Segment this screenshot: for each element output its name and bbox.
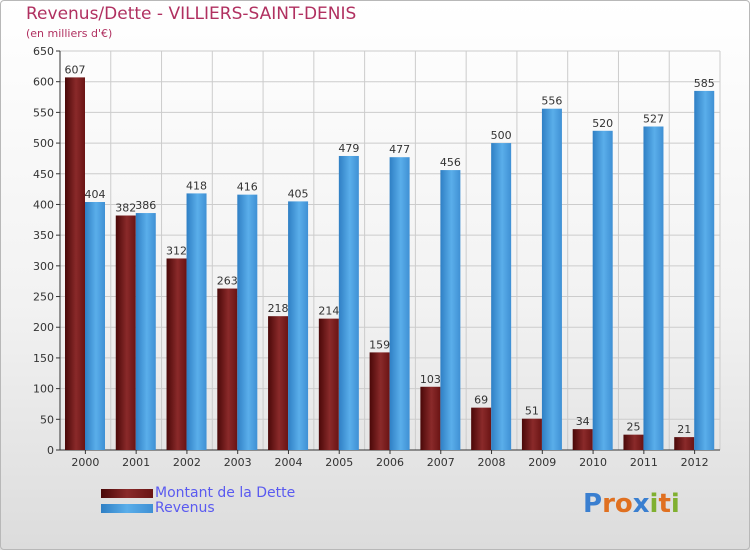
y-tick-label: 300 [33, 260, 54, 273]
data-label-debt: 214 [318, 305, 339, 318]
y-tick-label: 150 [33, 352, 54, 365]
bar-revenue [491, 143, 512, 451]
x-tick-label: 2006 [376, 456, 404, 469]
y-tick-label: 200 [33, 321, 54, 334]
bar-debt [166, 258, 187, 450]
x-tick-label: 2009 [528, 456, 556, 469]
data-label-debt: 263 [217, 275, 238, 288]
bar-revenue [135, 213, 156, 450]
bar-revenue [338, 155, 359, 450]
x-tick-label: 2004 [274, 456, 302, 469]
bar-debt [115, 215, 136, 450]
logo-letter: r [602, 489, 615, 519]
legend-swatch-revenue [101, 504, 153, 513]
logo-letter: i [649, 489, 659, 519]
x-tick-label: 2005 [325, 456, 353, 469]
data-label-debt: 382 [115, 202, 136, 215]
data-label-debt: 25 [626, 421, 640, 434]
x-tick-label: 2007 [427, 456, 455, 469]
bar-revenue [592, 130, 613, 451]
bar-revenue [85, 202, 105, 450]
bar-revenue [440, 170, 461, 450]
y-tick-label: 550 [33, 106, 54, 119]
bar-revenue [694, 90, 715, 451]
bar-debt [471, 407, 492, 450]
data-label-debt: 159 [369, 338, 390, 351]
bar-revenue [643, 126, 664, 450]
y-tick-label: 50 [40, 413, 54, 426]
bar-debt [623, 434, 644, 450]
data-label-revenue: 416 [237, 181, 258, 194]
data-label-debt: 34 [576, 415, 590, 428]
data-label-debt: 607 [65, 63, 86, 76]
bar-revenue [237, 194, 258, 450]
data-label-debt: 51 [525, 405, 539, 418]
logo-letter: o [614, 489, 633, 519]
data-label-revenue: 404 [85, 188, 106, 201]
bar-debt [521, 418, 542, 450]
y-tick-label: 500 [33, 137, 54, 150]
bar-revenue [541, 108, 562, 450]
data-label-revenue: 405 [288, 187, 309, 200]
data-label-revenue: 556 [541, 95, 562, 108]
bar-revenue [288, 201, 309, 450]
bar-debt [318, 318, 339, 450]
logo-letter: i [670, 489, 680, 519]
data-label-debt: 21 [677, 423, 691, 436]
legend-swatch-debt [101, 489, 153, 498]
bar-revenue [389, 157, 410, 451]
data-label-revenue: 477 [389, 143, 410, 156]
chart-subtitle: (en milliers d'€) [26, 27, 113, 40]
legend-label-revenue: Revenus [155, 500, 215, 516]
bar-debt [65, 77, 85, 450]
x-tick-label: 2000 [71, 456, 99, 469]
x-tick-label: 2003 [224, 456, 252, 469]
bar-debt [268, 316, 289, 450]
x-tick-label: 2010 [579, 456, 607, 469]
y-tick-label: 350 [33, 229, 54, 242]
data-label-debt: 103 [420, 373, 441, 386]
bar-debt [369, 352, 390, 450]
data-label-revenue: 418 [186, 179, 207, 192]
chart-title: Revenus/Dette - VILLIERS-SAINT-DENIS [26, 4, 357, 24]
y-tick-label: 650 [33, 45, 54, 58]
data-label-revenue: 456 [440, 156, 461, 169]
bar-debt [217, 288, 238, 450]
bar-debt [420, 386, 441, 450]
x-tick-label: 2008 [478, 456, 506, 469]
logo-letter: P [583, 489, 603, 519]
data-label-debt: 218 [268, 302, 289, 315]
data-label-debt: 312 [166, 244, 187, 257]
legend-label-debt: Montant de la Dette [155, 485, 296, 501]
data-label-revenue: 386 [135, 199, 156, 212]
bar-debt [674, 437, 695, 450]
logo-letter: x [632, 489, 650, 519]
data-label-revenue: 479 [338, 142, 359, 155]
data-label-revenue: 527 [643, 113, 664, 126]
y-tick-label: 600 [33, 76, 54, 89]
y-tick-label: 0 [47, 444, 54, 457]
proxiti-logo: Proxiti [583, 489, 680, 519]
x-tick-label: 2001 [122, 456, 150, 469]
logo-letter: t [658, 489, 671, 519]
y-tick-label: 250 [33, 291, 54, 304]
x-tick-label: 2011 [630, 456, 658, 469]
x-tick-label: 2002 [173, 456, 201, 469]
y-tick-label: 100 [33, 383, 54, 396]
bar-debt [572, 429, 593, 450]
data-label-revenue: 500 [491, 129, 512, 142]
x-tick-label: 2012 [681, 456, 709, 469]
bar-revenue [186, 193, 207, 451]
y-tick-label: 400 [33, 198, 54, 211]
data-label-revenue: 585 [694, 77, 715, 90]
data-label-debt: 69 [474, 394, 488, 407]
data-label-revenue: 520 [592, 117, 613, 130]
y-tick-label: 450 [33, 168, 54, 181]
